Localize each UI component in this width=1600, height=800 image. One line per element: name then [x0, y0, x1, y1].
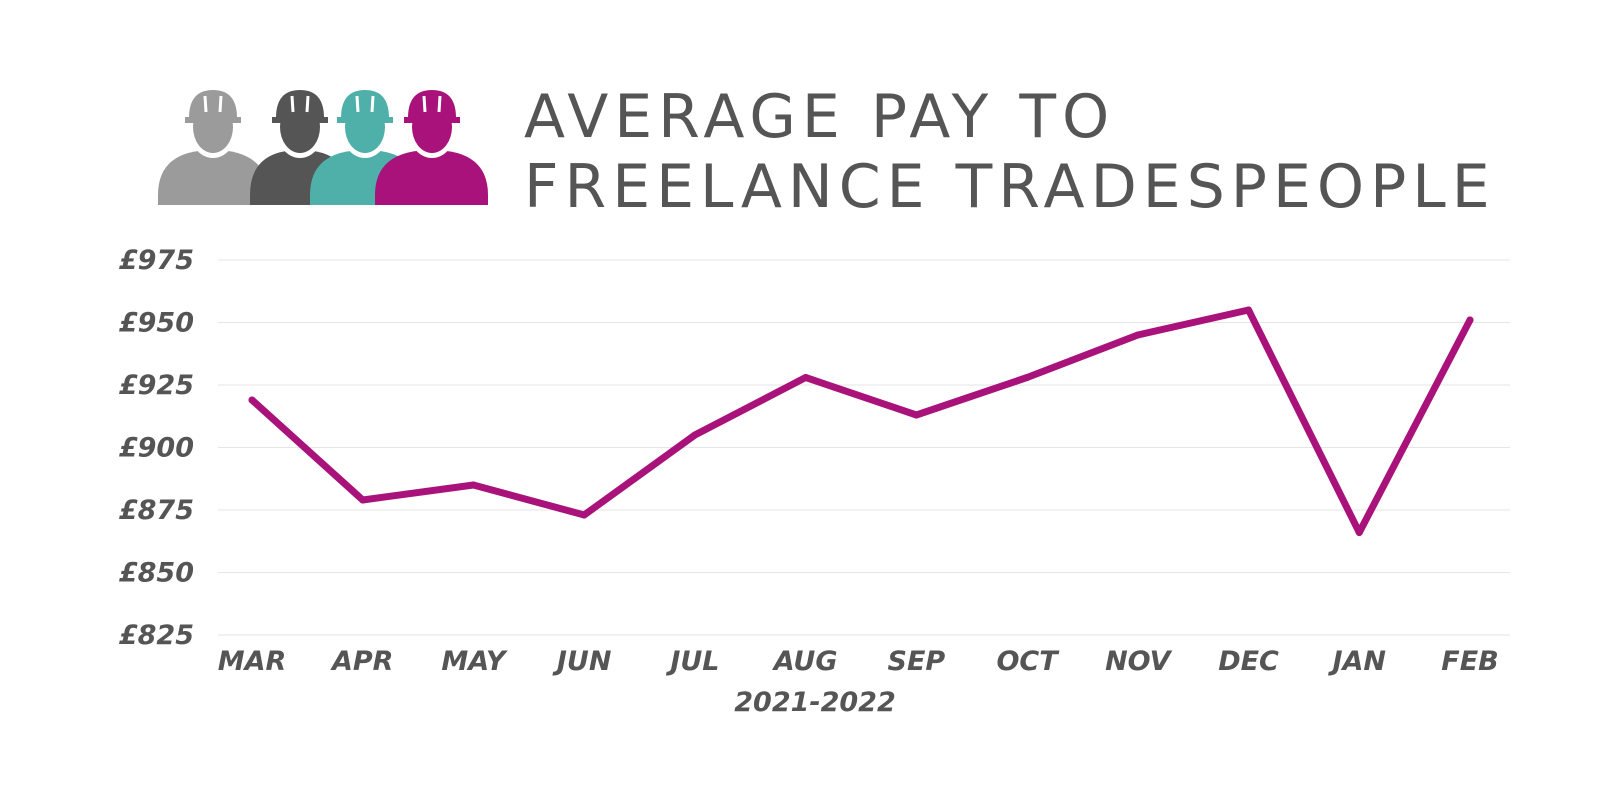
worker-silhouette-magenta-icon: [375, 90, 488, 205]
x-tick-label: OCT: [996, 646, 1060, 677]
series-layer: [248, 306, 1474, 536]
data-point: [691, 431, 699, 439]
x-tick-label: MAR: [218, 646, 287, 677]
data-point: [1355, 529, 1363, 536]
chart-title-line-1: AVERAGE PAY TO: [524, 82, 1115, 152]
chart-title-line-2: FREELANCE TRADESPEOPLE: [524, 152, 1496, 222]
workers-icon-group: [158, 90, 488, 205]
data-point: [1466, 316, 1474, 324]
y-tick-label: £950: [119, 308, 194, 339]
y-tick-label: £925: [119, 370, 194, 401]
data-point: [1023, 374, 1031, 381]
x-axis-ticks: MAR APR MAY JUN JUL AUG SEP OCT NOV DEC JAN FEB: [218, 646, 1499, 677]
data-point: [1245, 306, 1253, 314]
x-tick-label: DEC: [1218, 646, 1279, 677]
x-axis-label: 2021-2022: [734, 687, 896, 718]
series-line: [248, 306, 1474, 536]
y-axis-ticks: £975 £950 £925 £900 £875 £850 £825: [119, 245, 194, 651]
data-point: [248, 396, 256, 404]
x-tick-label: JAN: [1327, 646, 1386, 677]
worker-silhouette-gray-icon: [158, 90, 268, 205]
x-tick-label: MAY: [441, 646, 508, 677]
data-point: [802, 374, 810, 381]
x-tick-label: APR: [330, 646, 393, 677]
y-tick-label: £825: [119, 620, 194, 651]
y-tick-label: £875: [119, 495, 194, 526]
data-point: [1134, 331, 1142, 339]
data-point: [359, 496, 367, 504]
data-point: [580, 511, 588, 519]
y-tick-label: £975: [119, 245, 194, 276]
x-tick-label: JUN: [552, 646, 612, 677]
gridlines: [218, 259, 1510, 636]
x-tick-label: AUG: [772, 646, 838, 677]
x-tick-label: JUL: [665, 646, 719, 677]
x-tick-label: NOV: [1105, 646, 1173, 677]
x-tick-label: SEP: [888, 646, 946, 677]
y-tick-label: £900: [119, 433, 194, 464]
data-point: [469, 481, 477, 489]
data-point: [912, 411, 920, 419]
x-tick-label: FEB: [1441, 646, 1498, 677]
y-tick-label: £850: [119, 558, 194, 589]
